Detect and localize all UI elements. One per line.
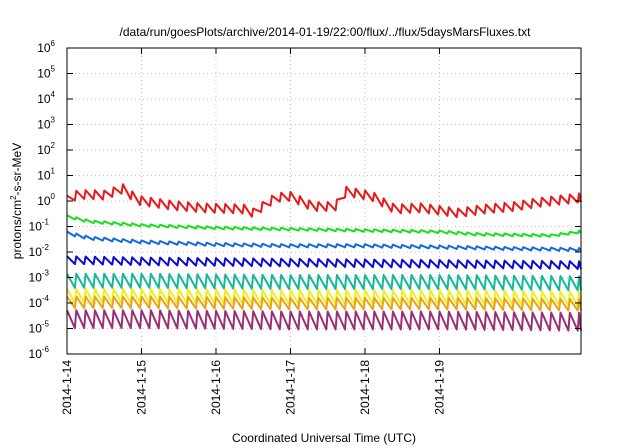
series-line [66,230,582,253]
y-tick-base: 10 [37,194,51,208]
y-tick-base: 10 [29,271,43,285]
y-tick-exponent: -4 [42,294,50,303]
y-tick-label: 102 [37,141,55,157]
y-axis-label-prefix: protons/cm [10,200,24,259]
y-tick-exponent: -3 [42,269,50,278]
series-line [66,272,582,292]
y-tick-exponent: 4 [51,90,56,99]
y-tick-label: 10-6 [29,345,50,361]
x-tick-label: 2014-1-17 [283,360,297,415]
y-tick-base: 10 [29,245,43,259]
x-tick-label: 2014-1-15 [134,360,148,415]
y-tick-exponent: -6 [42,345,50,354]
y-tick-label: 10-5 [29,320,50,336]
y-tick-label: 10-2 [29,243,50,259]
y-tick-base: 10 [29,347,43,361]
y-tick-exponent: 6 [51,39,56,48]
series-line [66,309,582,332]
chart-title: /data/run/goesPlots/archive/2014-01-19/2… [120,25,532,39]
y-tick-base: 10 [37,118,51,132]
y-tick-base: 10 [29,220,43,234]
x-tick-label: 2014-1-18 [358,360,372,415]
y-tick-base: 10 [37,67,51,81]
y-tick-exponent: 5 [51,65,56,74]
x-axis-label: Coordinated Universal Time (UTC) [232,431,416,445]
x-tick-label: 2014-1-14 [60,360,74,415]
y-tick-base: 10 [37,92,51,106]
series-group [66,183,582,332]
x-tick-label: 2014-1-16 [209,360,223,415]
y-tick-exponent: 2 [51,141,56,150]
y-tick-label: 100 [37,192,55,208]
series-line [66,214,582,238]
y-tick-base: 10 [37,169,51,183]
y-axis-label-suffix: -s-sr-MeV [10,143,24,196]
x-axis: 2014-1-14 2014-1-15 2014-1-16 2014-1-17 2014… [60,48,446,415]
y-tick-base: 10 [29,322,43,336]
series-line [66,295,582,312]
y-tick-base: 10 [37,143,51,157]
y-axis-label: protons/cm2-s-sr-MeV [9,143,24,259]
x-tick-label: 2014-1-19 [432,360,446,415]
y-tick-exponent: -1 [42,218,50,227]
series-line [66,255,582,270]
y-axis-label-sup: 2 [9,195,18,200]
y-tick-exponent: -5 [42,320,50,329]
y-tick-label: 10-3 [29,269,50,285]
y-tick-label: 104 [37,90,55,106]
y-tick-label: 106 [37,39,55,55]
y-tick-label: 10-4 [29,294,50,310]
y-tick-base: 10 [29,296,43,310]
y-tick-exponent: 1 [51,167,56,176]
series-line [66,183,582,219]
y-tick-label: 103 [37,116,55,132]
y-tick-exponent: -2 [42,243,50,252]
y-tick-label: 105 [37,65,55,81]
y-tick-label: 10-1 [29,218,50,234]
y-tick-base: 10 [37,41,51,55]
y-tick-label: 101 [37,167,55,183]
y-axis: 10-610-510-410-310-210-11001011021031041… [29,39,581,361]
y-tick-exponent: 0 [51,192,56,201]
y-tick-exponent: 3 [51,116,56,125]
